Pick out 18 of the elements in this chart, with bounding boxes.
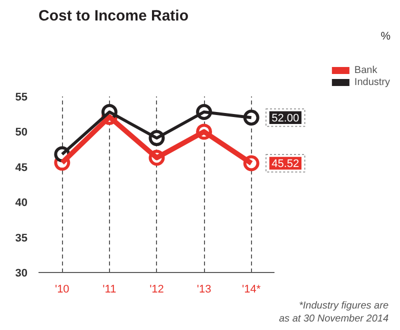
x-tick-label: '13: [196, 284, 212, 296]
legend-label: Industry: [354, 76, 390, 88]
x-tick-label: '11: [102, 284, 116, 296]
y-tick-label: 50: [15, 126, 28, 139]
x-tick-label: '12: [150, 284, 164, 296]
y-tick-label: 35: [15, 232, 28, 244]
y-tick-label: 40: [15, 197, 28, 210]
chart-title: Cost to Income Ratio: [38, 8, 189, 24]
x-tick-label: '10: [54, 284, 70, 296]
y-tick-label: 55: [15, 92, 28, 104]
text: *Industry figures are as at 30 November 2014: [278, 300, 389, 324]
text: %: [380, 30, 391, 43]
legend-label: Bank: [354, 64, 378, 76]
x-tick-label: '14*: [242, 284, 262, 296]
y-tick-label: 45: [15, 162, 28, 174]
y-tick-label: 30: [15, 268, 28, 280]
data-label: 52.00: [272, 112, 300, 125]
data-label: 45.52: [272, 158, 300, 170]
